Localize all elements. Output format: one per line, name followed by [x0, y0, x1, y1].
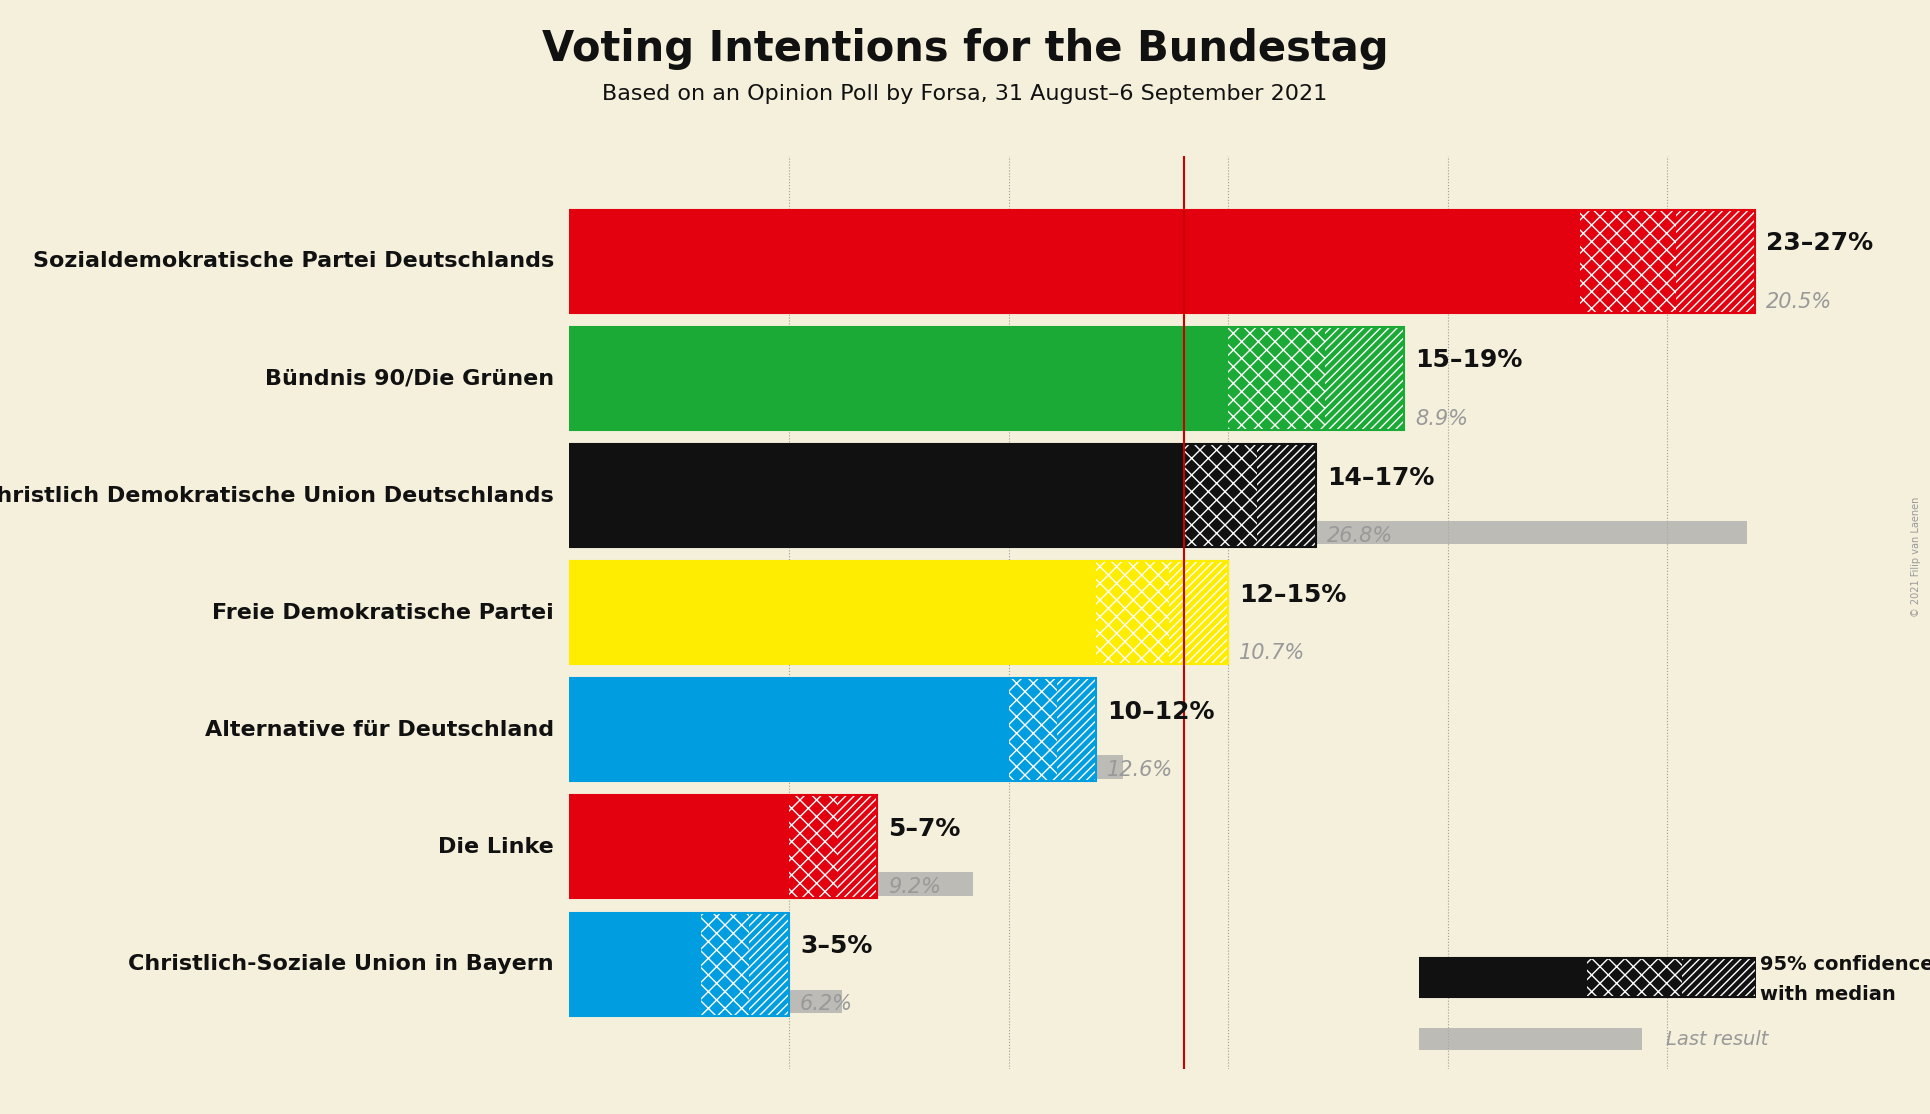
Bar: [1681, 958, 1756, 997]
Text: Sozialdemokratische Partei Deutschlands: Sozialdemokratische Partei Deutschlands: [33, 252, 554, 272]
Bar: [569, 678, 1009, 781]
Text: 14–17%: 14–17%: [1328, 466, 1434, 489]
Text: 10–12%: 10–12%: [1108, 700, 1214, 724]
Bar: [569, 209, 1579, 313]
Text: Die Linke: Die Linke: [438, 837, 554, 857]
Bar: [569, 638, 1040, 662]
Text: Based on an Opinion Poll by Forsa, 31 August–6 September 2021: Based on an Opinion Poll by Forsa, 31 Au…: [602, 84, 1328, 104]
Bar: [569, 912, 789, 1016]
Bar: [1170, 561, 1227, 664]
Bar: [1677, 209, 1754, 313]
Bar: [569, 872, 973, 896]
Text: 10.7%: 10.7%: [1239, 643, 1305, 663]
Text: 15–19%: 15–19%: [1415, 349, 1523, 372]
Text: Freie Demokratische Partei: Freie Demokratische Partei: [212, 603, 554, 623]
Bar: [701, 912, 749, 1016]
Bar: [569, 678, 1096, 781]
Bar: [1185, 444, 1256, 547]
Bar: [569, 326, 1403, 430]
Text: 9.2%: 9.2%: [888, 877, 940, 897]
Bar: [569, 209, 1754, 313]
Text: Alternative für Deutschland: Alternative für Deutschland: [205, 720, 554, 740]
Bar: [1009, 678, 1058, 781]
Bar: [569, 444, 1185, 547]
Text: Voting Intentions for the Bundestag: Voting Intentions for the Bundestag: [542, 28, 1388, 70]
Text: 5–7%: 5–7%: [888, 817, 961, 841]
Bar: [569, 989, 841, 1013]
Bar: [569, 521, 1747, 545]
Text: Christlich-Soziale Union in Bayern: Christlich-Soziale Union in Bayern: [129, 954, 554, 974]
Bar: [569, 755, 1123, 779]
Text: 6.2%: 6.2%: [799, 994, 853, 1014]
Bar: [569, 561, 1096, 664]
Text: © 2021 Filip van Laenen: © 2021 Filip van Laenen: [1911, 497, 1922, 617]
Text: 12–15%: 12–15%: [1239, 583, 1347, 607]
Text: 95% confidence interval: 95% confidence interval: [1760, 955, 1930, 974]
Bar: [1096, 561, 1170, 664]
Text: 20.5%: 20.5%: [1766, 292, 1832, 312]
Bar: [569, 404, 961, 427]
Bar: [1419, 1028, 1642, 1051]
Text: 8.9%: 8.9%: [1415, 409, 1469, 429]
Bar: [1058, 678, 1096, 781]
Bar: [569, 326, 1227, 430]
Bar: [569, 287, 1471, 310]
Bar: [749, 912, 789, 1016]
Bar: [569, 444, 1316, 547]
Bar: [1586, 958, 1681, 997]
Text: with median: with median: [1760, 985, 1895, 1004]
Text: 12.6%: 12.6%: [1108, 760, 1173, 780]
Bar: [569, 795, 876, 899]
Bar: [838, 795, 876, 899]
Text: Bündnis 90/Die Grünen: Bündnis 90/Die Grünen: [264, 369, 554, 389]
Bar: [1256, 444, 1316, 547]
Text: Christlich Demokratische Union Deutschlands: Christlich Demokratische Union Deutschla…: [0, 486, 554, 506]
Bar: [1324, 326, 1403, 430]
Text: 23–27%: 23–27%: [1766, 232, 1874, 255]
Text: 3–5%: 3–5%: [799, 934, 872, 958]
Bar: [569, 912, 701, 1016]
Text: Last result: Last result: [1666, 1029, 1768, 1049]
Bar: [1419, 958, 1586, 997]
Bar: [1579, 209, 1677, 313]
Bar: [569, 795, 789, 899]
Bar: [1227, 326, 1324, 430]
Bar: [569, 561, 1227, 664]
Bar: [789, 795, 838, 899]
Bar: [1419, 958, 1756, 997]
Text: 26.8%: 26.8%: [1328, 526, 1393, 546]
